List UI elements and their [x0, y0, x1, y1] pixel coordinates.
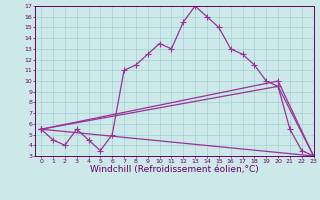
X-axis label: Windchill (Refroidissement éolien,°C): Windchill (Refroidissement éolien,°C) [90, 165, 259, 174]
